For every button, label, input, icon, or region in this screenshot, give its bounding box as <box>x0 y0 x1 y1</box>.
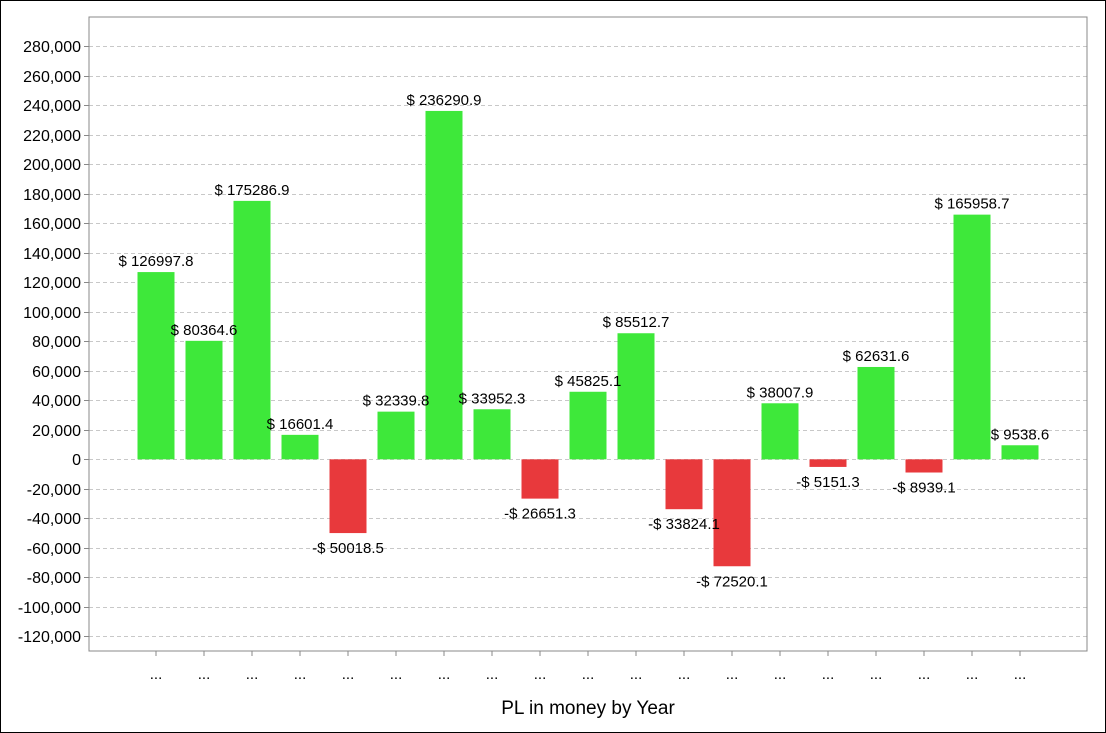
data-labels: $ 126997.8 $ 80364.6 $ 175286.9 $ 16601.4 -$… <box>118 92 1049 590</box>
y-tick-label: 260,000 <box>23 69 81 86</box>
x-tick-label: ... <box>1014 666 1027 683</box>
y-tick-label: -80,000 <box>27 570 81 587</box>
y-tick-label: 80,000 <box>32 334 81 351</box>
x-tick-label: ... <box>246 666 259 683</box>
bar <box>761 403 799 460</box>
data-label: $ 80364.6 <box>171 322 238 339</box>
x-axis-title: PL in money by Year <box>501 698 675 719</box>
data-label: -$ 50018.5 <box>312 540 384 557</box>
data-label: $ 85512.7 <box>603 314 670 331</box>
x-tick-label: ... <box>486 666 499 683</box>
y-tick-label: -120,000 <box>18 629 81 646</box>
bar <box>329 459 367 534</box>
bar <box>809 459 847 467</box>
data-label: $ 175286.9 <box>214 182 289 199</box>
data-label: -$ 33824.1 <box>648 516 720 533</box>
y-tick-label: 280,000 <box>23 39 81 56</box>
bar <box>233 200 271 460</box>
bar <box>137 272 175 460</box>
data-label: -$ 8939.1 <box>892 480 955 497</box>
y-tick-label: -20,000 <box>27 482 81 499</box>
x-tick-label: ... <box>822 666 835 683</box>
y-tick-label: 180,000 <box>23 187 81 204</box>
data-label: $ 9538.6 <box>991 426 1049 443</box>
x-tick-label: ... <box>870 666 883 683</box>
y-tick-label: 100,000 <box>23 305 81 322</box>
x-tick-label: ... <box>918 666 931 683</box>
x-tick-label: ... <box>342 666 355 683</box>
y-tick-label: 20,000 <box>32 423 81 440</box>
data-label: -$ 5151.3 <box>796 474 859 491</box>
bar <box>377 411 415 460</box>
x-tick-label: ... <box>534 666 547 683</box>
y-tick-label: -100,000 <box>18 600 81 617</box>
data-label: $ 126997.8 <box>118 253 193 270</box>
bar <box>521 459 559 499</box>
bar <box>1001 445 1039 460</box>
data-label: $ 236290.9 <box>406 92 481 109</box>
x-tick-label: ... <box>438 666 451 683</box>
bar <box>617 333 655 460</box>
bar <box>953 214 991 460</box>
y-tick-label: 120,000 <box>23 275 81 292</box>
data-label: $ 33952.3 <box>459 390 526 407</box>
bar <box>713 459 751 567</box>
x-tick-label: ... <box>390 666 403 683</box>
y-tick-label: 60,000 <box>32 364 81 381</box>
x-tick-label: ... <box>630 666 643 683</box>
y-tick-label: 160,000 <box>23 216 81 233</box>
bar <box>281 434 319 460</box>
data-label: $ 16601.4 <box>267 416 334 433</box>
y-tick-label: 40,000 <box>32 393 81 410</box>
x-axis: ........................................… <box>150 651 1027 683</box>
y-tick-label: 200,000 <box>23 157 81 174</box>
x-tick-label: ... <box>726 666 739 683</box>
x-tick-label: ... <box>294 666 307 683</box>
data-label: -$ 72520.1 <box>696 573 768 590</box>
data-label: $ 62631.6 <box>843 348 910 365</box>
y-tick-label: -60,000 <box>27 541 81 558</box>
y-tick-label: -40,000 <box>27 511 81 528</box>
y-axis: 280,000 260,000 240,000 220,000 200,000 180,0… <box>18 39 89 646</box>
x-tick-label: ... <box>678 666 691 683</box>
y-tick-label: 240,000 <box>23 98 81 115</box>
data-label: $ 38007.9 <box>747 384 814 401</box>
bar <box>857 366 895 460</box>
data-label: $ 32339.8 <box>363 393 430 410</box>
bar <box>665 459 703 510</box>
data-label: $ 45825.1 <box>555 373 622 390</box>
data-label: -$ 26651.3 <box>504 506 576 523</box>
x-tick-label: ... <box>198 666 211 683</box>
bar <box>905 459 943 473</box>
bar <box>425 110 463 460</box>
y-tick-label: 0 <box>72 452 81 469</box>
x-tick-label: ... <box>966 666 979 683</box>
x-tick-label: ... <box>582 666 595 683</box>
data-label: $ 165958.7 <box>934 196 1009 213</box>
x-tick-label: ... <box>774 666 787 683</box>
bar <box>569 391 607 460</box>
y-tick-label: 220,000 <box>23 128 81 145</box>
x-tick-label: ... <box>150 666 163 683</box>
bars <box>137 110 1039 567</box>
y-tick-label: 140,000 <box>23 246 81 263</box>
bar <box>185 340 223 460</box>
bar <box>473 409 511 460</box>
